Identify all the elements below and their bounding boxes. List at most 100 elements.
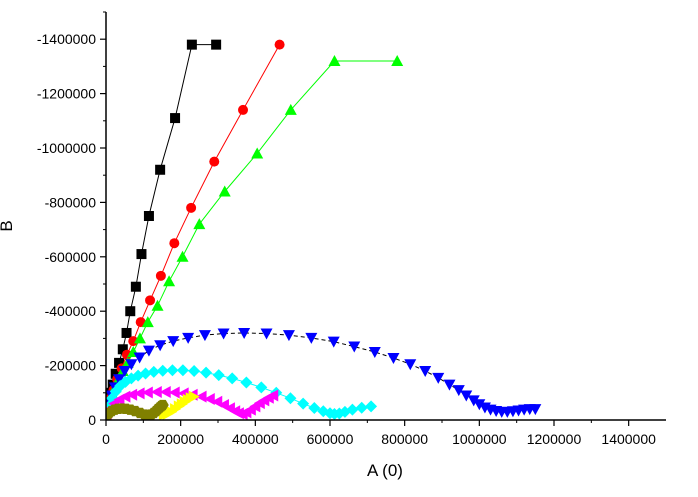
- data-point: [106, 392, 118, 405]
- x-tick-label: 1200000: [527, 431, 582, 447]
- data-point: [156, 364, 169, 377]
- data-point: [195, 390, 207, 403]
- data-point: [255, 381, 268, 394]
- data-point: [305, 332, 318, 344]
- y-tick-label: -800000: [45, 194, 97, 210]
- data-point: [251, 147, 264, 159]
- data-point: [460, 390, 473, 402]
- x-tick-label: 800000: [381, 431, 428, 447]
- x-tick-label: 200000: [157, 431, 204, 447]
- data-point: [125, 306, 136, 317]
- data-point: [238, 104, 249, 115]
- data-point: [125, 359, 138, 371]
- y-tick-label: -600000: [45, 249, 97, 265]
- data-point: [133, 352, 146, 364]
- data-point: [188, 365, 201, 378]
- data-point: [348, 341, 361, 353]
- data-point: [209, 156, 220, 167]
- data-point: [346, 403, 359, 416]
- data-point: [130, 281, 141, 292]
- y-tick-label: -400000: [45, 303, 97, 319]
- x-tick-label: 600000: [307, 431, 354, 447]
- data-point: [150, 385, 162, 398]
- data-point: [217, 328, 230, 340]
- data-point: [143, 211, 154, 221]
- data-point: [151, 299, 164, 311]
- data-point: [387, 352, 400, 364]
- data-point: [117, 344, 128, 355]
- data-point: [193, 218, 206, 230]
- data-point: [308, 402, 321, 415]
- data-point: [365, 400, 378, 413]
- data-point: [113, 374, 126, 386]
- data-point: [126, 388, 138, 401]
- data-point: [443, 379, 456, 391]
- x-axis-title: A (0): [367, 461, 403, 480]
- series-line: [107, 60, 398, 408]
- series-3: [106, 54, 404, 413]
- data-point: [260, 328, 273, 340]
- x-tick-label: 0: [102, 431, 110, 447]
- data-point: [168, 386, 180, 399]
- data-point: [136, 249, 147, 260]
- data-point: [240, 376, 253, 389]
- data-point: [141, 316, 154, 328]
- data-point: [355, 401, 368, 414]
- data-point: [267, 389, 279, 402]
- data-point: [156, 399, 169, 411]
- data-point: [297, 397, 310, 410]
- data-point: [128, 336, 139, 347]
- series-1: [106, 39, 222, 409]
- y-tick-label: 0: [88, 412, 96, 428]
- data-point: [118, 366, 131, 378]
- data-point: [110, 368, 121, 379]
- data-point: [145, 295, 156, 306]
- x-tick-label: 400000: [232, 431, 279, 447]
- data-point: [282, 330, 295, 342]
- axes: [100, 11, 666, 426]
- y-tick-label: -200000: [45, 358, 97, 374]
- data-point: [163, 275, 176, 287]
- data-point: [284, 392, 297, 405]
- data-point: [226, 372, 239, 385]
- data-point: [167, 336, 180, 348]
- series-8: [106, 399, 169, 420]
- y-tick-label: -1200000: [37, 86, 96, 102]
- y-tick-label: -1400000: [37, 31, 96, 47]
- series-7: [158, 390, 200, 420]
- data-point: [419, 366, 432, 378]
- plot-area: [106, 39, 542, 420]
- series-5: [106, 364, 378, 420]
- data-point: [284, 103, 297, 115]
- data-point: [529, 404, 542, 416]
- data-point: [176, 250, 189, 262]
- data-point: [121, 327, 132, 338]
- y-axis-title: B: [0, 220, 16, 231]
- y-tick-label: -1000000: [37, 140, 96, 156]
- data-point: [274, 39, 285, 50]
- data-point: [198, 330, 211, 342]
- data-point: [186, 39, 197, 50]
- data-point: [154, 340, 167, 352]
- data-point: [391, 54, 404, 66]
- data-point: [327, 336, 340, 348]
- data-point: [218, 185, 231, 197]
- data-point: [141, 386, 153, 399]
- data-point: [166, 364, 179, 377]
- data-point: [133, 387, 145, 400]
- data-point: [452, 385, 465, 397]
- data-point: [238, 327, 251, 339]
- data-point: [133, 332, 146, 344]
- data-point: [139, 367, 152, 380]
- data-point: [200, 366, 213, 379]
- data-point: [155, 164, 166, 175]
- data-point: [169, 238, 180, 249]
- data-point: [170, 113, 181, 124]
- data-point: [404, 359, 417, 371]
- data-point: [211, 39, 222, 50]
- data-point: [147, 365, 160, 378]
- data-point: [188, 390, 200, 403]
- tick-labels: 0 200000 400000 600000 800000 1000000 1200000 1…: [37, 31, 656, 447]
- data-point: [212, 369, 225, 382]
